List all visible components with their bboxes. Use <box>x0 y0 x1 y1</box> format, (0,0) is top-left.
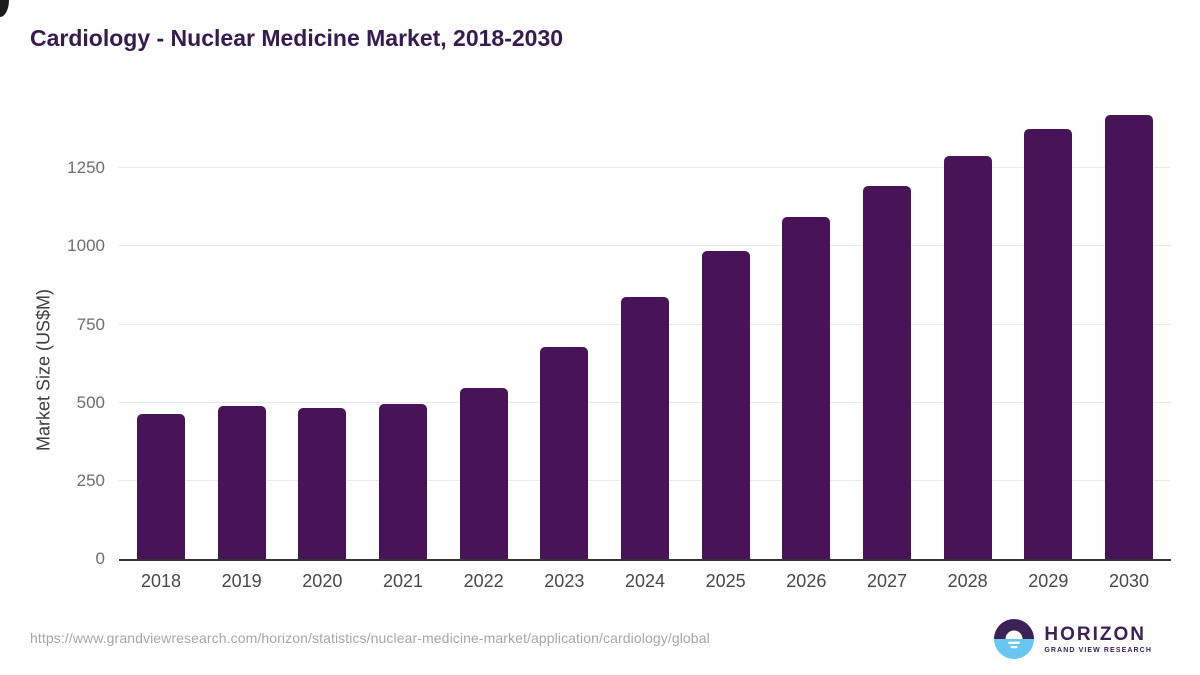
gridline-1250 <box>119 167 1171 169</box>
window-corner-artifact <box>0 0 9 17</box>
x-tick-label-2024: 2024 <box>624 571 666 591</box>
x-tick-label-2019: 2019 <box>221 571 262 591</box>
y-axis: 0 250 500 750 1000 1250 <box>0 100 105 567</box>
bar-2023 <box>540 347 589 559</box>
bar-2018 <box>137 413 185 559</box>
x-tick-label-2025: 2025 <box>705 571 746 591</box>
horizon-logo-text: HORIZON GRAND VIEW RESEARCH <box>1044 625 1152 654</box>
horizon-logo: HORIZON GRAND VIEW RESEARCH <box>994 619 1152 659</box>
bar-2030 <box>1105 114 1153 559</box>
y-tick-label-500: 500 <box>76 392 105 412</box>
bar-2020 <box>298 407 347 559</box>
x-tick-label-2027: 2027 <box>866 571 908 591</box>
source-url: https://www.grandviewresearch.com/horizo… <box>30 630 710 646</box>
y-tick-label-0: 0 <box>95 549 105 568</box>
bar-2029 <box>1024 129 1073 559</box>
logo-subtitle: GRAND VIEW RESEARCH <box>1044 646 1152 654</box>
y-tick-label-1000: 1000 <box>67 236 105 256</box>
bar-2019 <box>217 406 266 559</box>
plot-area: 2018 2019 2020 2021 2022 2023 2024 2025 2026 2027… <box>119 100 1171 591</box>
x-tick-label-2022: 2022 <box>463 571 504 591</box>
x-tick-label-2026: 2026 <box>786 571 827 591</box>
chart-title: Cardiology - Nuclear Medicine Market, 20… <box>30 25 564 51</box>
y-tick-label-750: 750 <box>76 314 105 334</box>
logo-title: HORIZON <box>1044 623 1146 645</box>
horizon-sun-icon <box>994 619 1035 659</box>
x-tick-label-2020: 2020 <box>302 571 343 591</box>
bar-chart: Market Size (US$M) 0 250 500 750 1000 1250 20… <box>0 100 1200 620</box>
x-tick-label-2021: 2021 <box>382 571 424 591</box>
y-tick-label-1250: 1250 <box>67 158 105 178</box>
gridline-1000 <box>119 245 1171 247</box>
x-tick-label-2023: 2023 <box>544 571 585 591</box>
bar-2022 <box>459 387 508 559</box>
bar-2025 <box>701 251 750 559</box>
bar-2026 <box>782 216 831 559</box>
bar-2028 <box>943 156 992 559</box>
x-tick-label-2028: 2028 <box>947 571 988 591</box>
y-tick-label-250: 250 <box>76 470 105 490</box>
bar-2021 <box>379 403 427 559</box>
x-tick-label-2018: 2018 <box>140 571 182 591</box>
bar-2027 <box>863 185 911 559</box>
x-tick-label-2029: 2029 <box>1028 571 1069 591</box>
bar-2024 <box>621 297 669 559</box>
x-tick-label-2030: 2030 <box>1108 571 1150 591</box>
